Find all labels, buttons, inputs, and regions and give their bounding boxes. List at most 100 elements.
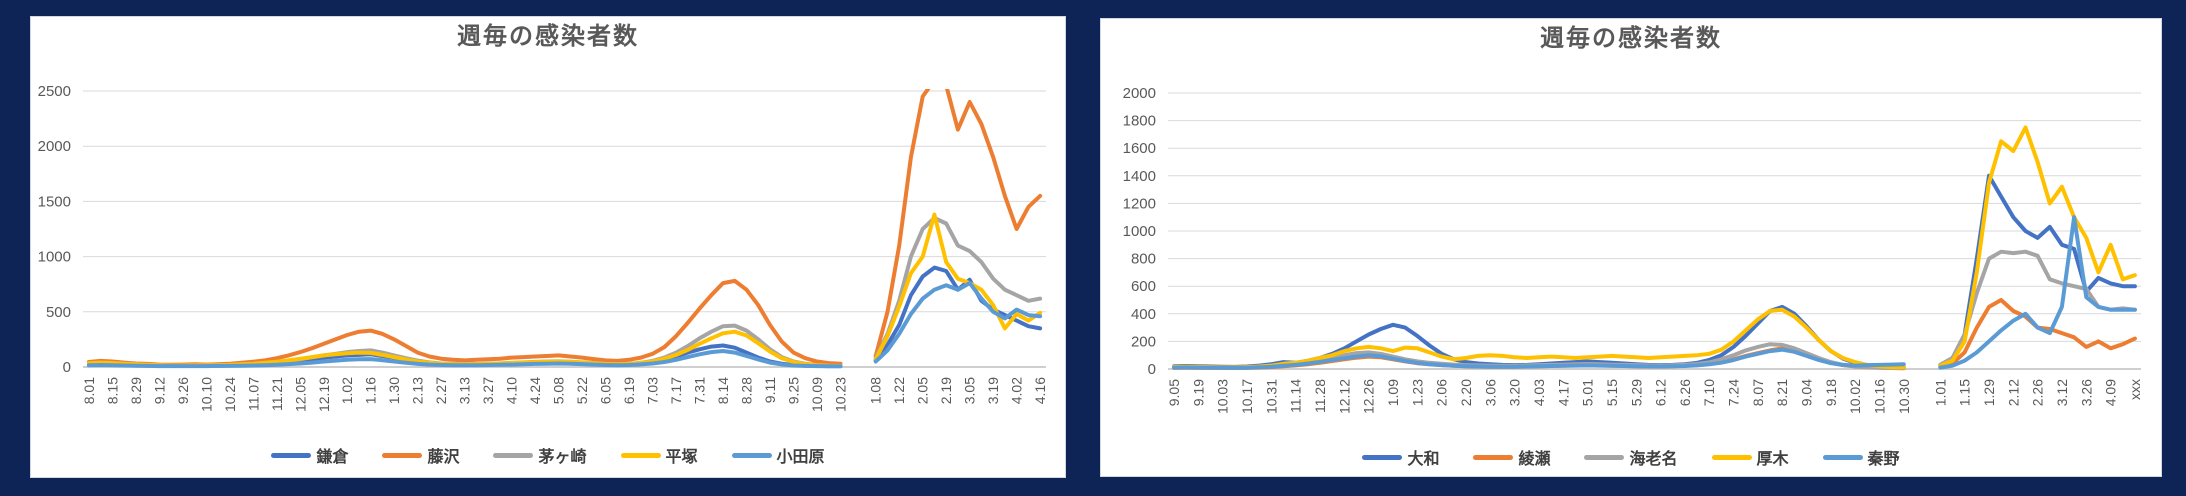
x-tick-label: 9.05 xyxy=(1166,379,1182,406)
y-tick-label: 1000 xyxy=(1123,223,1156,240)
chart-plot-left: 0 500 1000 1500 2000 2500 8.01 8.15 8.29 9.12 9.26… xyxy=(38,83,1048,412)
x-tick-label: 1.08 xyxy=(868,377,884,404)
x-tick-label: 10.10 xyxy=(198,377,214,412)
x-tick-label: 9.18 xyxy=(1823,379,1839,406)
y-tick-label: 1500 xyxy=(38,193,71,210)
series-line-hadano xyxy=(1172,347,1906,370)
x-tick-label: 4.16 xyxy=(1032,377,1048,404)
legend-label-chigasaki: 茅ヶ崎 xyxy=(538,449,587,466)
series-line-fujisawa xyxy=(873,89,1043,358)
legend-label-atsugi: 厚木 xyxy=(1756,451,1789,468)
x-tick-label: 7.10 xyxy=(1701,379,1717,406)
x-tick-label: 8.15 xyxy=(104,377,120,404)
x-tick-label: 4.10 xyxy=(504,377,520,404)
x-tick-label: 2.06 xyxy=(1434,379,1450,406)
x-tick-label: 10.30 xyxy=(1896,379,1912,414)
y-tick-label: 2000 xyxy=(1123,85,1156,102)
x-tick-label: 2.12 xyxy=(2005,379,2021,406)
x-tick-label: 8.29 xyxy=(128,377,144,404)
legend-label-hadano: 秦野 xyxy=(1867,451,1900,468)
x-tick-label: 3.06 xyxy=(1482,379,1498,406)
x-tick-label: 10.16 xyxy=(1872,379,1888,414)
x-tick-label: 7.31 xyxy=(692,377,708,404)
x-tick-label: 3.26 xyxy=(2078,379,2094,406)
x-tick-label: 2.20 xyxy=(1458,379,1474,406)
chart-panel-right: 週毎の感染者数 0 200 400 600 800 1000 1200 1400 1600 180… xyxy=(1100,18,2162,477)
x-tick-label: 3.05 xyxy=(962,377,978,404)
x-tick-label: 1.15 xyxy=(1957,379,1973,406)
x-tick-label: 1.30 xyxy=(386,377,402,404)
legend-item-hiratsuka: 平塚 xyxy=(620,443,698,467)
x-tick-label: 10.23 xyxy=(833,377,849,412)
legend-label-yamato: 大和 xyxy=(1407,451,1440,468)
legend-swatch-ayase xyxy=(1473,454,1514,460)
series-line-atsugi xyxy=(1172,307,1906,370)
x-tick-label: 12.05 xyxy=(292,377,308,412)
x-tick-label: 6.19 xyxy=(621,377,637,404)
x-tick-label: 12.26 xyxy=(1361,379,1377,414)
x-tick-label: 10.31 xyxy=(1263,379,1279,414)
x-tick-label: 8.28 xyxy=(739,377,755,404)
legend-swatch-chigasaki xyxy=(493,452,534,458)
x-tick-label: 5.29 xyxy=(1628,379,1644,406)
x-tick-label: xxx xyxy=(2127,379,2143,400)
legend-item-ebina: 海老名 xyxy=(1584,445,1678,469)
chart-legend: 鎌倉 藤沢 茅ヶ崎 平塚 小田原 xyxy=(31,443,1065,467)
y-tick-label: 1000 xyxy=(38,249,71,266)
legend-label-ebina: 海老名 xyxy=(1629,451,1678,468)
legend-item-hadano: 秦野 xyxy=(1822,445,1900,469)
x-tick-label: 11.21 xyxy=(269,377,285,411)
legend-swatch-atsugi xyxy=(1711,454,1752,460)
y-tick-label: 600 xyxy=(1131,278,1156,295)
x-tick-label: 10.24 xyxy=(222,377,238,412)
x-tick-label: 5.15 xyxy=(1604,379,1620,406)
x-tick-label: 4.09 xyxy=(2103,379,2119,406)
legend-label-ayase: 綾瀬 xyxy=(1518,451,1551,468)
x-tick-label: 10.03 xyxy=(1215,379,1231,414)
legend-item-ayase: 綾瀬 xyxy=(1473,445,1550,469)
x-tick-label: 6.12 xyxy=(1653,379,1669,406)
legend-item-chigasaki: 茅ヶ崎 xyxy=(493,443,587,467)
y-tick-label: 1800 xyxy=(1123,113,1156,130)
series-line-odawara xyxy=(86,349,843,369)
series-line-hadano xyxy=(1938,215,2137,370)
x-tick-label: 10.17 xyxy=(1239,379,1255,414)
x-tick-label: 2.26 xyxy=(2030,379,2046,406)
y-tick-label: 1400 xyxy=(1123,168,1156,185)
y-tick-label: 400 xyxy=(1131,306,1156,323)
x-tick-label: 3.13 xyxy=(457,377,473,404)
x-tick-label: 2.05 xyxy=(915,377,931,404)
chart-legend: 大和 綾瀬 海老名 厚木 秦野 xyxy=(1101,445,2161,469)
series-line-odawara xyxy=(873,281,1043,364)
x-tick-label: 5.08 xyxy=(551,377,567,404)
legend-item-atsugi: 厚木 xyxy=(1711,445,1789,469)
x-tick-label: 7.03 xyxy=(645,377,661,404)
x-tick-label: 1.09 xyxy=(1385,379,1401,406)
legend-item-fujisawa: 藤沢 xyxy=(382,443,459,467)
legend-swatch-ebina xyxy=(1584,454,1625,460)
x-tick-label: 3.19 xyxy=(985,377,1001,404)
legend-label-kamakura: 鎌倉 xyxy=(316,449,349,466)
x-tick-label: 9.04 xyxy=(1799,379,1815,406)
x-tick-label: 7.24 xyxy=(1726,379,1742,406)
x-tick-label: 9.12 xyxy=(151,377,167,404)
y-tick-label: 1200 xyxy=(1123,195,1156,212)
x-tick-label: 8.21 xyxy=(1774,379,1790,406)
x-tick-label: 1.22 xyxy=(891,377,907,404)
x-tick-label: 11.14 xyxy=(1288,379,1304,413)
x-tick-label: 1.01 xyxy=(1932,379,1948,406)
y-tick-label: 500 xyxy=(46,304,71,321)
legend-swatch-kamakura xyxy=(271,452,312,458)
y-tick-label: 200 xyxy=(1131,333,1156,350)
legend-item-odawara: 小田原 xyxy=(731,443,825,467)
x-tick-label: 2.19 xyxy=(938,377,954,404)
x-tick-label: 8.14 xyxy=(715,377,731,404)
x-tick-label: 7.17 xyxy=(668,377,684,404)
y-tick-label: 0 xyxy=(1148,361,1156,378)
legend-item-yamato: 大和 xyxy=(1362,445,1439,469)
y-tick-label: 1600 xyxy=(1123,140,1156,157)
x-tick-label: 4.17 xyxy=(1555,379,1571,406)
legend-label-odawara: 小田原 xyxy=(776,449,825,466)
y-tick-label: 2500 xyxy=(38,83,71,100)
x-tick-label: 4.24 xyxy=(527,377,543,404)
